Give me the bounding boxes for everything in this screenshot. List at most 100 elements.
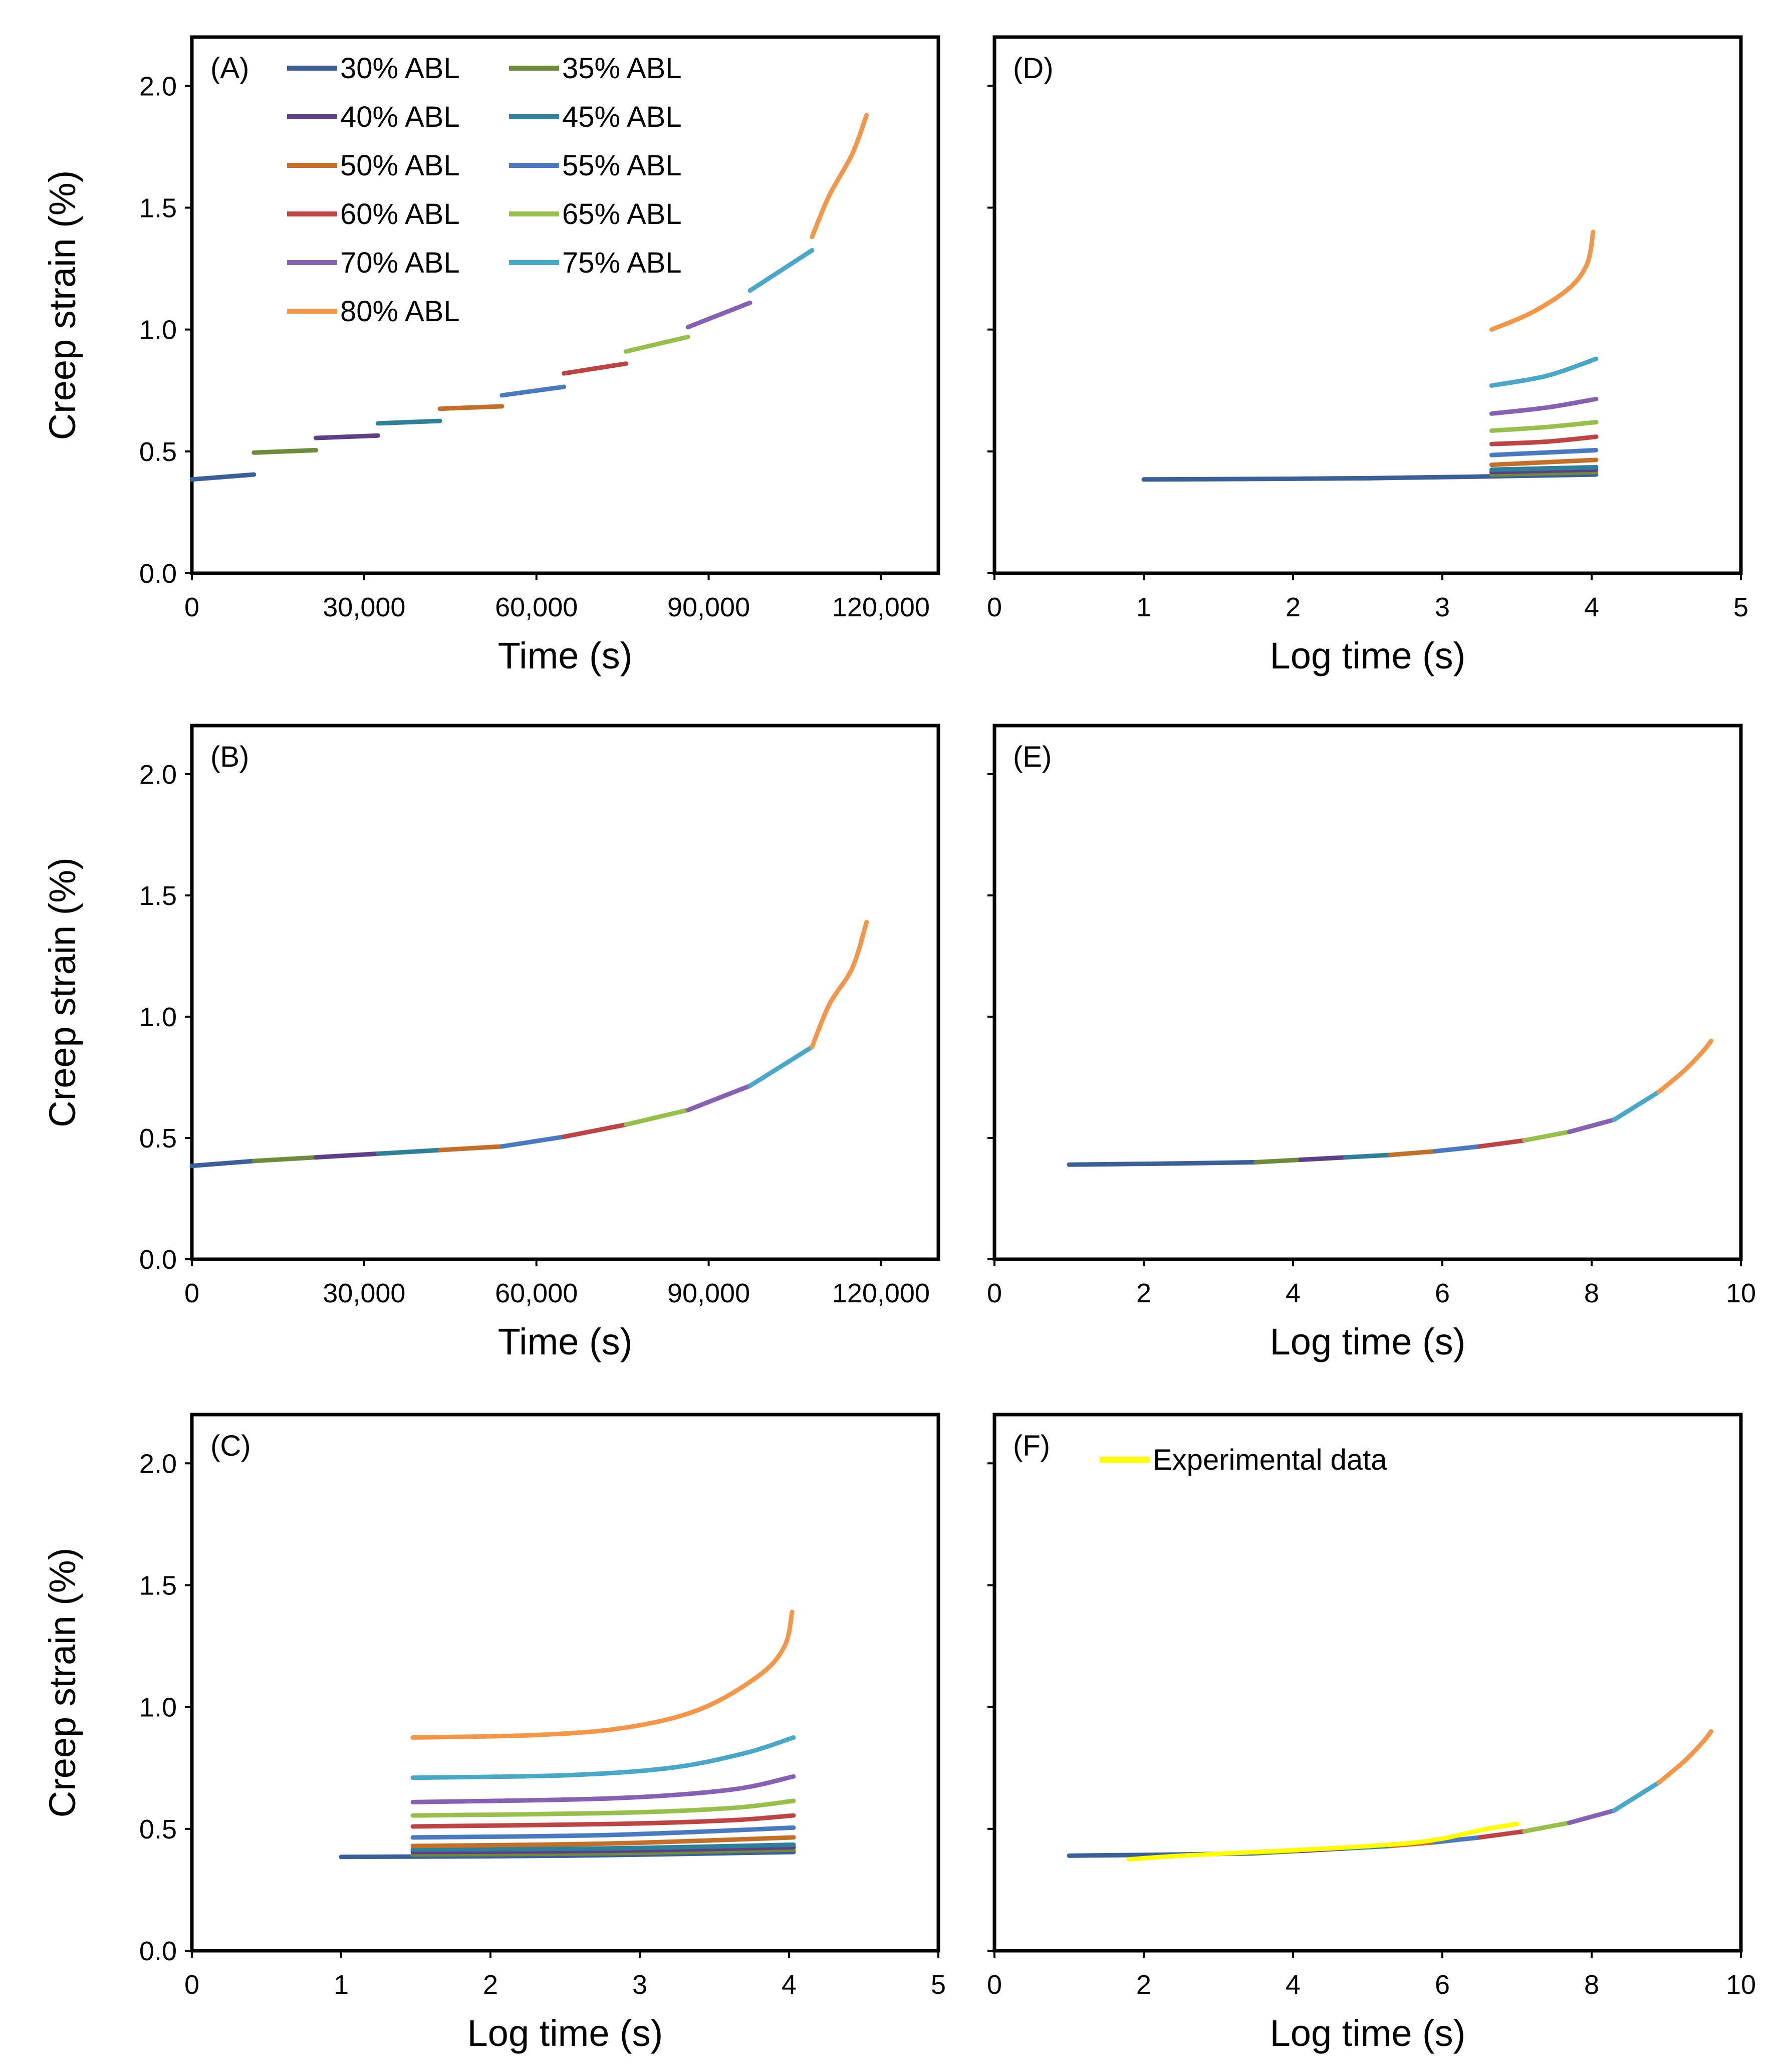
- legend-label: 30% ABL: [340, 52, 460, 85]
- series-line-80-abl: [1656, 1038, 1713, 1094]
- x-axis-label: Time (s): [498, 1321, 633, 1362]
- legend-label: 35% ABL: [562, 52, 682, 85]
- x-tick-label: 30,000: [323, 592, 405, 622]
- panel-f: 0 2 4 6 8 10 Log time (s) (F) Experimental data: [987, 1413, 1756, 2054]
- x-tick-label: 5: [1733, 592, 1748, 622]
- x-tick-label: 8: [1584, 1278, 1599, 1308]
- series-line-70-abl: [410, 1774, 796, 1804]
- panel-label: (F): [1013, 1430, 1050, 1462]
- series-line-55-abl: [499, 384, 567, 398]
- y-axis-label: Creep strain (%): [42, 1548, 83, 1818]
- series-line-55-abl: [1432, 1144, 1482, 1154]
- y-tick-label: 1.5: [139, 1570, 177, 1600]
- x-tick-label: 2: [1136, 1278, 1151, 1308]
- series-line-35-abl: [251, 447, 319, 455]
- series-line-35-abl: [1489, 470, 1599, 477]
- series-line-55-abl: [410, 1825, 796, 1840]
- series-line-75-abl: [747, 248, 815, 293]
- series-line-50-abl: [437, 1144, 504, 1153]
- y-tick-label: 1.0: [139, 315, 177, 345]
- series-line-75-abl: [747, 1044, 815, 1088]
- series-line-40-abl: [1298, 1155, 1348, 1163]
- x-axis-label: Log time (s): [1270, 1321, 1466, 1362]
- x-axis-label: Log time (s): [1270, 2012, 1466, 2054]
- legend-label: Experimental data: [1153, 1444, 1387, 1476]
- series-line-30-abl: [189, 472, 257, 482]
- x-tick-label: 4: [1286, 1970, 1301, 2000]
- x-tick-label: 60,000: [495, 592, 578, 622]
- x-tick-label: 0: [987, 1970, 1002, 2000]
- legend-label: 40% ABL: [340, 101, 460, 133]
- legend-label: 75% ABL: [562, 247, 682, 279]
- series-line-35-abl: [1253, 1158, 1303, 1165]
- x-tick-label: 2: [483, 1970, 498, 2000]
- series-line-80-abl: [1489, 229, 1596, 332]
- series-line-70-abl: [1567, 1808, 1617, 1825]
- series-line-75-abl: [1612, 1089, 1661, 1122]
- y-tick-label: 0.0: [139, 1936, 177, 1966]
- legend-label: 80% ABL: [340, 295, 460, 328]
- series-line-70-abl: [1567, 1117, 1617, 1134]
- x-tick-label: 1: [1136, 592, 1151, 622]
- y-tick-label: 1.0: [139, 1002, 177, 1032]
- y-tick-label: 2.0: [139, 71, 177, 101]
- x-tick-label: 0: [184, 592, 199, 622]
- y-tick-label: 0.5: [139, 437, 177, 467]
- x-tick-label: 90,000: [667, 592, 750, 622]
- series-line-40-abl: [314, 1151, 380, 1160]
- series-line-65-abl: [623, 1107, 690, 1127]
- x-tick-label: 4: [782, 1970, 797, 2000]
- series-line-70-abl: [685, 300, 752, 330]
- x-tick-label: 2: [1286, 592, 1301, 622]
- series-line-60-abl: [1477, 1138, 1527, 1149]
- series-line-80-abl: [410, 1609, 795, 1740]
- series-line-70-abl: [1489, 396, 1599, 416]
- y-tick-label: 0.0: [139, 559, 177, 589]
- y-tick-label: 2.0: [139, 760, 177, 790]
- series-line-55-abl: [1432, 1835, 1482, 1845]
- panel-label: (A): [210, 52, 249, 85]
- x-tick-label: 4: [1286, 1278, 1301, 1308]
- series-line-65-abl: [623, 334, 690, 354]
- x-tick-label: 6: [1435, 1970, 1450, 2000]
- legend-label: 45% ABL: [562, 101, 682, 133]
- y-tick-label: 0.5: [139, 1814, 177, 1845]
- series-line-40-abl: [314, 433, 380, 440]
- series-line-80-abl: [810, 113, 869, 240]
- y-tick-label: 1.0: [139, 1693, 177, 1723]
- series-line-50-abl: [410, 1835, 796, 1849]
- x-axis-label: Log time (s): [1270, 635, 1466, 676]
- x-tick-label: 60,000: [495, 1278, 578, 1308]
- plot-frame: [190, 35, 940, 575]
- series-line-80-abl: [1656, 1729, 1713, 1785]
- x-tick-label: 120,000: [832, 592, 930, 622]
- panel-label: (D): [1013, 52, 1054, 85]
- series-line-30-abl: [1067, 1160, 1258, 1167]
- plot-frame: [190, 724, 940, 1261]
- panel-label: (C): [210, 1430, 251, 1462]
- y-tick-label: 0.5: [139, 1123, 177, 1154]
- series-line-70-abl: [685, 1083, 752, 1112]
- series-line-45-abl: [410, 1842, 796, 1852]
- series-line-experimental-data: [1126, 1821, 1519, 1862]
- plot-frame: [190, 1413, 940, 1953]
- x-tick-label: 5: [931, 1970, 946, 2000]
- series-line-60-abl: [1489, 434, 1599, 446]
- panel-b: 0.0 0.5 1.0 1.5 2.0 0 30,000 60,000 90,000 120,00…: [42, 724, 940, 1362]
- x-tick-label: 0: [184, 1278, 199, 1308]
- series-line-65-abl: [1522, 1820, 1572, 1834]
- x-tick-label: 6: [1435, 1278, 1450, 1308]
- series-line-60-abl: [562, 361, 628, 376]
- x-axis-label: Log time (s): [467, 2012, 663, 2054]
- series-line-50-abl: [437, 404, 504, 411]
- panel-label: (E): [1013, 741, 1052, 773]
- x-tick-label: 4: [1584, 592, 1599, 622]
- plot-frame: [992, 35, 1743, 575]
- x-tick-label: 0: [184, 1970, 199, 2000]
- x-tick-label: 10: [1726, 1970, 1756, 2000]
- series-line-45-abl: [375, 418, 442, 426]
- series-line-75-abl: [1612, 1780, 1661, 1813]
- series-line-45-abl: [375, 1147, 442, 1156]
- series-line-60-abl: [410, 1813, 796, 1829]
